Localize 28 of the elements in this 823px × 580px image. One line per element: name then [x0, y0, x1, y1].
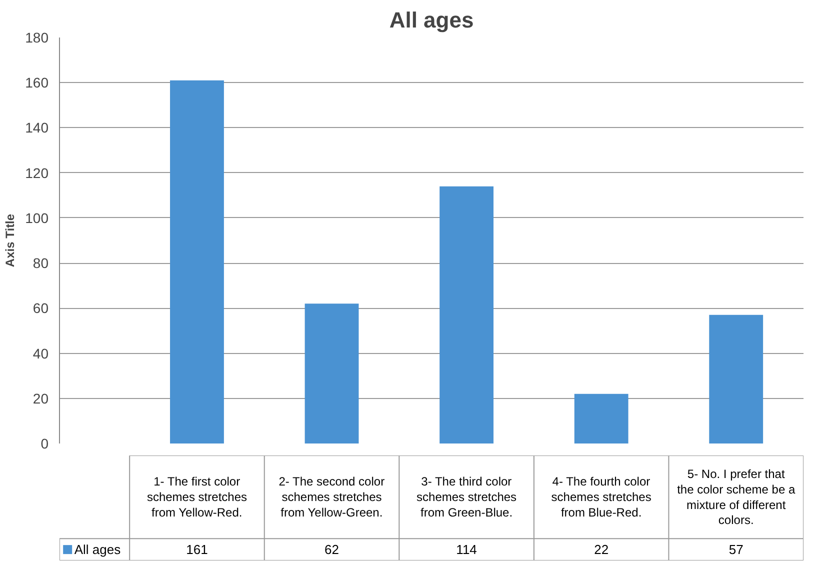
legend-label: All ages [74, 542, 122, 558]
x-tick-label: 3- The third color schemes stretches from Green-Blue. [416, 474, 517, 520]
bar [304, 304, 359, 444]
data-label: 161 [186, 542, 208, 558]
data-label: 62 [324, 542, 339, 558]
y-tick-label: 120 [25, 164, 49, 181]
y-tick-label: 60 [32, 300, 49, 316]
y-tick-label: 0 [40, 436, 49, 452]
x-tick-label: 1- The first color schemes stretches from Yellow-Red. [146, 474, 248, 520]
chart-title: All ages [389, 8, 474, 32]
bar [709, 314, 764, 444]
bar [574, 394, 628, 444]
y-axis-title: Axis Title [3, 214, 18, 268]
y-tick-label: 180 [25, 30, 49, 46]
data-label: 57 [728, 542, 744, 558]
bar [440, 186, 494, 444]
data-label: 22 [594, 542, 609, 558]
y-tick-label: 140 [25, 120, 49, 136]
y-tick-label: 80 [32, 255, 49, 272]
y-tick-label: 20 [32, 390, 49, 406]
y-tick-label: 160 [25, 74, 49, 91]
x-tick-label: 4- The fourth color schemes stretches from Blue-Red. [551, 474, 652, 520]
data-label: 114 [456, 542, 477, 558]
y-tick-label: 100 [25, 210, 49, 226]
x-tick-label: 5- No. I prefer that the color scheme be a mixture of different colors. [677, 466, 796, 528]
bar [170, 80, 224, 444]
x-tick-label: 2- The second color schemes stretches from Yellow-Green. [278, 474, 385, 520]
y-tick-label: 40 [32, 345, 49, 362]
